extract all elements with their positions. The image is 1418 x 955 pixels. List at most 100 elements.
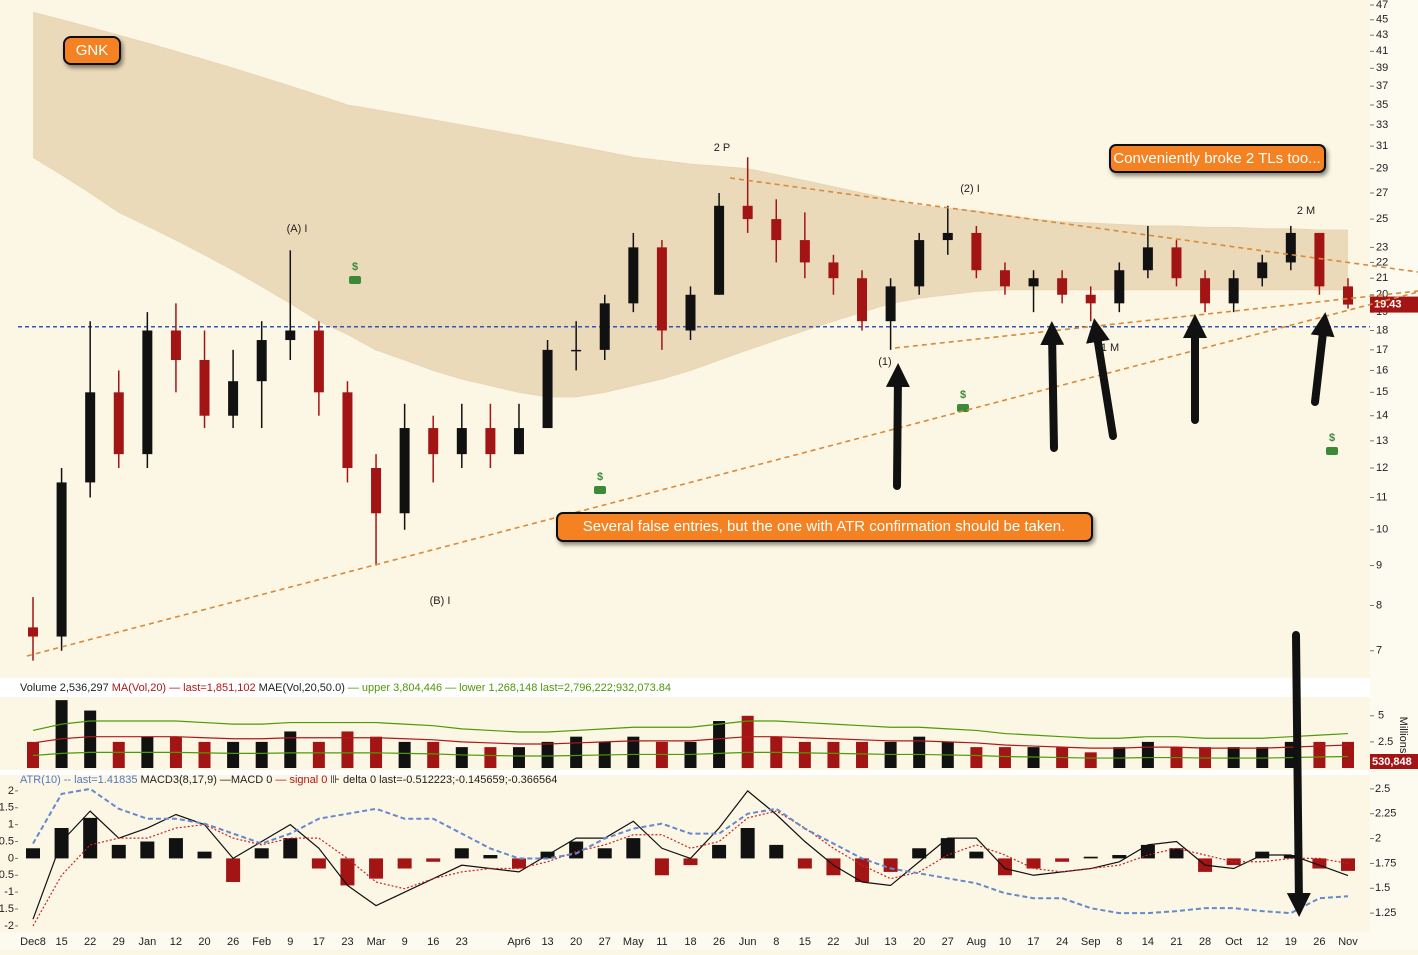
volume-line	[32, 751, 1349, 759]
volume-bar	[970, 747, 983, 768]
wave-label: 1 M	[1101, 342, 1119, 354]
y-tick-label: 11	[1376, 491, 1387, 503]
candle-body	[771, 219, 782, 241]
histogram-bar	[26, 848, 40, 859]
x-tick-label: 18	[684, 936, 696, 948]
right-axis-strip	[1370, 0, 1418, 950]
candle-body	[285, 330, 296, 341]
x-tick-label: 12	[170, 936, 182, 948]
y-tick-label: 29	[1376, 163, 1388, 175]
x-tick-label: 17	[313, 936, 325, 948]
candle-body	[1285, 232, 1296, 263]
event-icon	[349, 276, 361, 284]
volume-bar	[84, 710, 97, 768]
candle-body	[313, 330, 324, 393]
x-tick-label: 13	[884, 936, 896, 948]
y-tick-label: 31	[1376, 140, 1388, 152]
y-tick-label: 47	[1376, 0, 1388, 11]
histogram-bar	[1312, 858, 1327, 869]
legend-entry: — signal 0	[275, 774, 327, 786]
y-tick-label: 37	[1376, 80, 1388, 92]
symbol: GNK	[76, 42, 109, 59]
annotations: GNK Conveniently broke 2 TLs too... Seve…	[26, 36, 1418, 917]
symbol-box	[63, 36, 121, 65]
x-tick-label: 22	[827, 936, 839, 948]
legend-entry: MACD3(8,17,9)	[140, 774, 216, 786]
candle-body	[599, 303, 610, 350]
candle-body	[1228, 278, 1239, 304]
candle-body	[1200, 278, 1211, 304]
y-tick-label: 5	[1378, 710, 1384, 722]
x-tick-label: 9	[287, 936, 293, 948]
legend-entry: — last=1,851,102	[169, 682, 256, 694]
callout-box	[1109, 144, 1326, 173]
volume-bar	[541, 741, 554, 768]
indicator-line	[32, 787, 1349, 915]
candle-body	[1057, 278, 1068, 295]
axis-label: Millions	[1397, 717, 1409, 754]
wave-label: 2 M	[1297, 205, 1315, 217]
arrows	[885, 312, 1335, 917]
y2-tick-label: 2	[1375, 833, 1381, 845]
x-tick-label: Aug	[967, 936, 987, 948]
legend-entry: — lower 1,268,148	[445, 682, 537, 694]
last-price-flag	[1370, 296, 1418, 313]
candle-body	[828, 262, 839, 279]
volume-bar	[798, 741, 811, 768]
candle-body	[199, 359, 210, 416]
histogram-bar	[654, 858, 669, 876]
candle-body	[1343, 286, 1353, 305]
band-edge	[32, 156, 1348, 398]
y-tick-label: 0.5	[0, 835, 14, 847]
x-tick-label: 21	[1170, 936, 1182, 948]
x-tick-label: 29	[113, 936, 125, 948]
y-tick-label: 2.5	[1378, 736, 1393, 748]
histogram-bar	[855, 858, 870, 883]
y-tick-label: -1	[4, 886, 14, 898]
candle-body	[857, 278, 868, 322]
indicator-line	[32, 790, 1349, 920]
y-tick-label: 8	[1376, 599, 1382, 611]
y-tick-label: 13	[1376, 435, 1388, 447]
legend-entry: last=2,796,222;932,073.84	[540, 682, 671, 694]
candle-body	[513, 428, 524, 455]
volume-bar	[55, 700, 68, 768]
histogram-bar	[626, 838, 641, 859]
wave-label: (B) I	[430, 595, 451, 607]
y-tick-label: -2	[4, 920, 14, 932]
histogram-bar	[283, 838, 298, 859]
volume-bar	[1342, 741, 1354, 768]
candle-body	[685, 294, 696, 331]
event-icon	[594, 486, 606, 494]
candle-body	[170, 330, 181, 360]
histogram-bar	[997, 858, 1012, 876]
candle-body	[85, 392, 96, 483]
histogram-bar	[1283, 855, 1298, 859]
volume-bar	[427, 741, 440, 768]
candle-body	[799, 240, 810, 263]
volume-bar	[741, 715, 754, 768]
last-volume-label: 530,848	[1372, 756, 1412, 768]
histogram-bar	[197, 851, 212, 859]
volume-bar	[398, 741, 411, 768]
candle-body	[1028, 278, 1039, 287]
y-tick-label: 12	[1376, 462, 1388, 474]
candle-body	[914, 240, 925, 287]
y-tick-label: 27	[1376, 187, 1388, 199]
histogram-bar	[683, 858, 698, 866]
event-marker: $	[352, 261, 358, 273]
candle-body	[113, 392, 124, 455]
volume-bar	[198, 741, 211, 768]
histogram-bar	[397, 858, 412, 869]
y-tick-label: 21	[1376, 272, 1388, 284]
arrow	[1286, 631, 1311, 917]
x-tick-label: 28	[1199, 936, 1211, 948]
y2-tick-label: 2.25	[1375, 808, 1396, 820]
x-tick-label: 8	[1116, 936, 1122, 948]
legend-entry: —MACD 0	[220, 774, 273, 786]
candle-body	[542, 349, 553, 429]
legend-entry: -- last=1.41835	[64, 774, 138, 786]
legend-entry: Volume 2,536,297	[20, 682, 109, 694]
event-marker: $	[1329, 432, 1335, 444]
